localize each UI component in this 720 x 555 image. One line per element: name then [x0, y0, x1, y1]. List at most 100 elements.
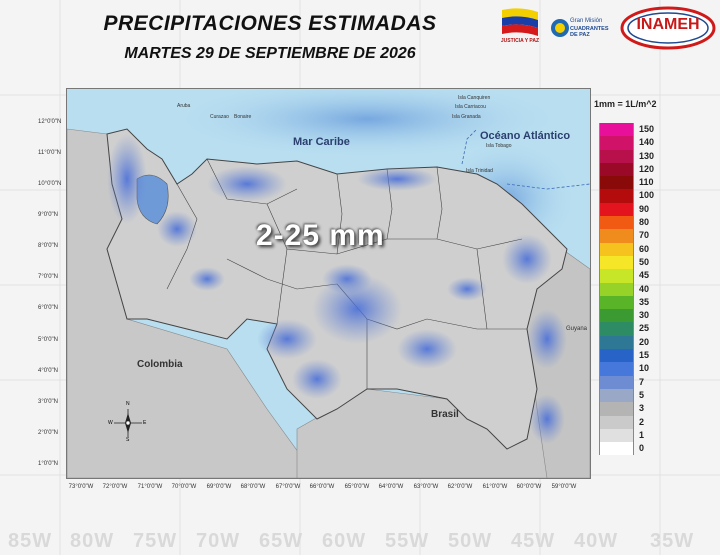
inameh-emblem-icon	[620, 6, 716, 50]
legend-value: 7	[639, 376, 645, 387]
legend-swatch	[599, 335, 634, 350]
lat-tick-label: 10°0'0"N	[38, 181, 62, 187]
gmcp-emblem-icon	[551, 19, 569, 37]
bg-lon-label: 80W	[70, 530, 115, 552]
lon-tick-label: 72°0'0"W	[102, 484, 128, 490]
flag-icon	[502, 8, 538, 36]
legend-swatch	[599, 282, 634, 296]
legend-value: 2	[639, 416, 645, 427]
legend-value: 15	[639, 350, 650, 361]
lon-tick-label: 66°0'0"W	[309, 484, 335, 490]
legend-swatch	[599, 149, 634, 163]
legend-swatch	[599, 216, 634, 230]
bg-lon-label: 75W	[133, 530, 178, 552]
bg-lon-label: 35W	[650, 530, 695, 552]
legend-value: 45	[639, 270, 650, 281]
lat-tick-label: 5°0'0"N	[38, 337, 59, 343]
legend-swatch	[599, 176, 634, 190]
rain-area	[107, 134, 147, 224]
legend-value: 150	[639, 124, 655, 134]
island-label: Isla Trinidad	[466, 168, 493, 174]
rain-area	[527, 309, 567, 369]
legend-value: 90	[639, 203, 650, 214]
lon-tick-label: 70°0'0"W	[171, 484, 197, 490]
legend-value: 130	[639, 150, 655, 161]
legend-value: 1	[639, 429, 645, 440]
legend-value: 10	[639, 363, 650, 374]
legend-swatch	[599, 123, 634, 137]
legend-value: 35	[639, 296, 650, 307]
legend-value: 110	[639, 177, 654, 188]
lat-tick-label: 7°0'0"N	[38, 274, 59, 280]
lat-tick-label: 11°0'0"N	[38, 150, 61, 156]
north-arrow-icon: N S E W	[108, 401, 148, 443]
legend-swatch	[599, 388, 634, 403]
bg-lon-label: 70W	[196, 530, 241, 552]
lat-tick-label: 3°0'0"N	[38, 399, 59, 405]
lon-tick-label: 62°0'0"W	[447, 484, 473, 490]
page-title: PRECIPITACIONES ESTIMADAS	[103, 12, 437, 35]
rain-area	[189, 267, 225, 291]
lat-tick-label: 9°0'0"N	[38, 212, 59, 218]
rain-area	[502, 234, 552, 284]
lat-tick-label: 2°0'0"N	[38, 430, 59, 436]
legend-swatch	[599, 202, 634, 217]
island-label: Isla Tobago	[486, 143, 512, 149]
mar-caribe-label: Mar Caribe	[293, 136, 350, 148]
bg-lon-label: 40W	[574, 530, 619, 552]
lon-tick-label: 60°0'0"W	[516, 484, 542, 490]
rain-area	[157, 211, 197, 247]
legend-swatch	[599, 162, 634, 177]
legend-value: 70	[639, 230, 650, 241]
legend-value: 140	[639, 137, 655, 148]
map-canvas	[67, 89, 590, 478]
legend-swatch	[599, 309, 634, 323]
bg-lon-label: 85W	[8, 530, 53, 552]
rain-area	[397, 329, 457, 369]
legend-swatch	[599, 255, 634, 270]
forecast-date: MARTES 29 DE SEPTIEMBRE DE 2026	[124, 45, 416, 62]
gmcp-line2: CUADRANTES DE PAZ	[570, 26, 609, 38]
island-label: Isla Canquiren	[458, 95, 491, 101]
compass-n: N	[126, 401, 130, 407]
legend-swatch	[599, 136, 634, 150]
compass-rose-icon	[114, 409, 142, 437]
bg-lon-label: 55W	[385, 530, 430, 552]
legend-swatch	[599, 269, 634, 283]
legend-value: 20	[639, 336, 650, 347]
lon-tick-label: 59°0'0"W	[551, 484, 577, 490]
precipitation-map	[66, 88, 591, 479]
rain-range-label: 2-25 mm	[256, 219, 385, 252]
rain-areas	[107, 134, 567, 444]
island-label: Isla Carriacou	[455, 104, 486, 110]
island-label: Aruba	[177, 103, 191, 109]
inameh-wordmark: INAMEH	[636, 16, 700, 33]
legend-value: 3	[639, 403, 645, 414]
lat-tick-label: 8°0'0"N	[38, 243, 59, 249]
lon-tick-label: 69°0'0"W	[206, 484, 232, 490]
legend-value: 50	[639, 256, 650, 267]
bg-lon-label: 50W	[448, 530, 493, 552]
legend-swatch	[599, 349, 634, 363]
maritime-boundary	[461, 128, 590, 190]
island-label: Bonaire	[234, 114, 252, 120]
legend-value: 120	[639, 163, 655, 174]
rain-area	[447, 277, 487, 301]
inameh-logo: INAMEH	[620, 6, 716, 50]
compass-s: S	[126, 437, 130, 443]
legend-swatch	[599, 189, 634, 203]
legend-value: 60	[639, 243, 650, 254]
bg-lon-label: 65W	[259, 530, 304, 552]
lon-tick-label: 63°0'0"W	[413, 484, 439, 490]
rain-area	[292, 359, 342, 399]
lon-tick-label: 61°0'0"W	[482, 484, 508, 490]
rain-area	[207, 166, 287, 202]
colombia-label: Colombia	[137, 359, 183, 370]
gmcp-logo: Gran Misión CUADRANTES DE PAZ	[550, 6, 614, 50]
rain-area	[312, 274, 402, 344]
lat-tick-label: 1°0'0"N	[38, 461, 59, 467]
legend-value: 25	[639, 323, 650, 334]
legend-value: 100	[639, 190, 655, 201]
legend-swatch	[599, 402, 634, 416]
legend-swatch	[599, 242, 634, 256]
